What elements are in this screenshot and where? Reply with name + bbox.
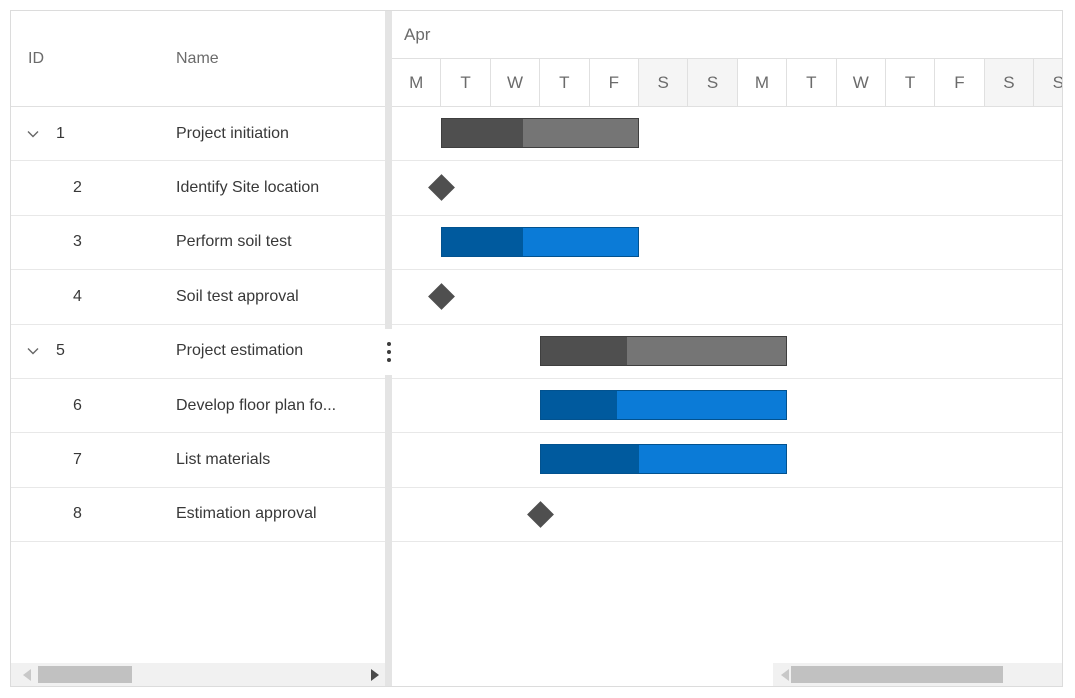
chart-row-6 <box>392 378 1062 434</box>
row-id: 5 <box>56 342 65 360</box>
scrollbar-thumb[interactable] <box>791 666 1003 683</box>
row-id: 6 <box>73 396 82 414</box>
row-name: Soil test approval <box>176 287 299 305</box>
day-cell: M <box>737 59 788 106</box>
row-id: 8 <box>73 505 82 523</box>
day-cell: T <box>885 59 936 106</box>
chart-row-2 <box>392 161 1062 216</box>
resizer-dot <box>386 342 391 346</box>
grid-row-2[interactable]: 2 Identify Site location <box>11 161 385 216</box>
grid-row-8[interactable]: 8 Estimation approval <box>11 487 385 543</box>
day-cell: W <box>836 59 886 106</box>
column-header-name: Name <box>176 50 219 67</box>
day-cell: F <box>589 59 639 106</box>
day-cell: S <box>638 59 689 106</box>
chart-horizontal-scrollbar[interactable] <box>773 663 1062 686</box>
day-cell: T <box>540 59 590 106</box>
row-name: Project initiation <box>176 124 289 142</box>
child-taskbar[interactable] <box>441 226 639 257</box>
child-taskbar[interactable] <box>540 444 788 475</box>
timeline-month-tier: Apr <box>392 11 1062 59</box>
splitter-resize-handle[interactable] <box>385 329 392 375</box>
timeline-day-tier: M T W T F S S M T W T F S S <box>392 59 1062 107</box>
parent-taskbar[interactable] <box>540 335 788 366</box>
taskbar-progress <box>442 227 523 256</box>
grid-row-5[interactable]: 5 Project estimation <box>11 324 385 379</box>
row-name: Identify Site location <box>176 179 320 197</box>
parent-taskbar[interactable] <box>441 118 639 148</box>
row-id: 7 <box>73 451 82 469</box>
scroll-right-icon[interactable] <box>371 668 379 681</box>
resizer-dot <box>386 350 391 354</box>
chart-body <box>392 107 1062 543</box>
row-id: 2 <box>73 179 82 197</box>
day-cell: T <box>787 59 837 106</box>
row-name: Develop floor plan fo... <box>176 396 337 414</box>
milestone-diamond[interactable] <box>427 283 455 311</box>
grid-row-4[interactable]: 4 Soil test approval <box>11 270 385 325</box>
row-id: 4 <box>73 287 82 305</box>
chart-row-7 <box>392 433 1062 488</box>
row-name: List materials <box>176 451 271 469</box>
taskbar-progress <box>541 445 640 474</box>
resizer-dot <box>386 358 391 362</box>
splitter-bar[interactable] <box>385 11 392 686</box>
chevron-down-icon[interactable] <box>25 126 41 142</box>
chart-row-3 <box>392 215 1062 271</box>
row-name: Perform soil test <box>176 233 292 251</box>
row-id: 3 <box>73 233 82 251</box>
day-cell: W <box>490 59 541 106</box>
chart-panel: Apr M T W T F S S M T W T F S S <box>392 11 1062 686</box>
row-name: Project estimation <box>176 342 304 360</box>
day-cell: S <box>1034 59 1062 106</box>
grid-horizontal-scrollbar[interactable] <box>11 663 385 686</box>
grid-row-7[interactable]: 7 List materials <box>11 433 385 488</box>
grid-row-6[interactable]: 6 Develop floor plan fo... <box>11 378 385 434</box>
taskbar-progress <box>442 119 523 147</box>
day-cell: M <box>392 59 442 106</box>
chart-row-8 <box>392 487 1062 543</box>
milestone-diamond[interactable] <box>427 174 455 202</box>
row-id: 1 <box>56 124 65 142</box>
month-label: Apr <box>404 25 431 44</box>
chart-row-5 <box>392 324 1062 379</box>
grid-body: 1 Project initiation 2 Identify Site loc… <box>11 107 385 543</box>
child-taskbar[interactable] <box>540 389 788 420</box>
taskbar-progress <box>541 390 618 419</box>
chart-row-4 <box>392 270 1062 325</box>
grid-header: ID Name <box>11 11 385 107</box>
grid-row-1[interactable]: 1 Project initiation <box>11 107 385 162</box>
chevron-down-icon[interactable] <box>25 343 41 359</box>
taskbar-progress <box>541 336 627 365</box>
gantt-component: ID Name 1 Project initiation 2 Identify … <box>10 10 1063 687</box>
day-cell: T <box>441 59 491 106</box>
scroll-left-icon[interactable] <box>23 668 31 681</box>
row-name: Estimation approval <box>176 505 317 523</box>
day-cell: S <box>984 59 1035 106</box>
chart-row-1 <box>392 107 1062 162</box>
day-cell: S <box>688 59 738 106</box>
scrollbar-thumb[interactable] <box>38 666 132 683</box>
treegrid-panel: ID Name 1 Project initiation 2 Identify … <box>11 11 385 686</box>
milestone-diamond[interactable] <box>526 500 554 528</box>
grid-row-3[interactable]: 3 Perform soil test <box>11 215 385 271</box>
day-cell: F <box>935 59 985 106</box>
column-header-id: ID <box>28 50 44 67</box>
scroll-left-icon[interactable] <box>781 668 789 681</box>
